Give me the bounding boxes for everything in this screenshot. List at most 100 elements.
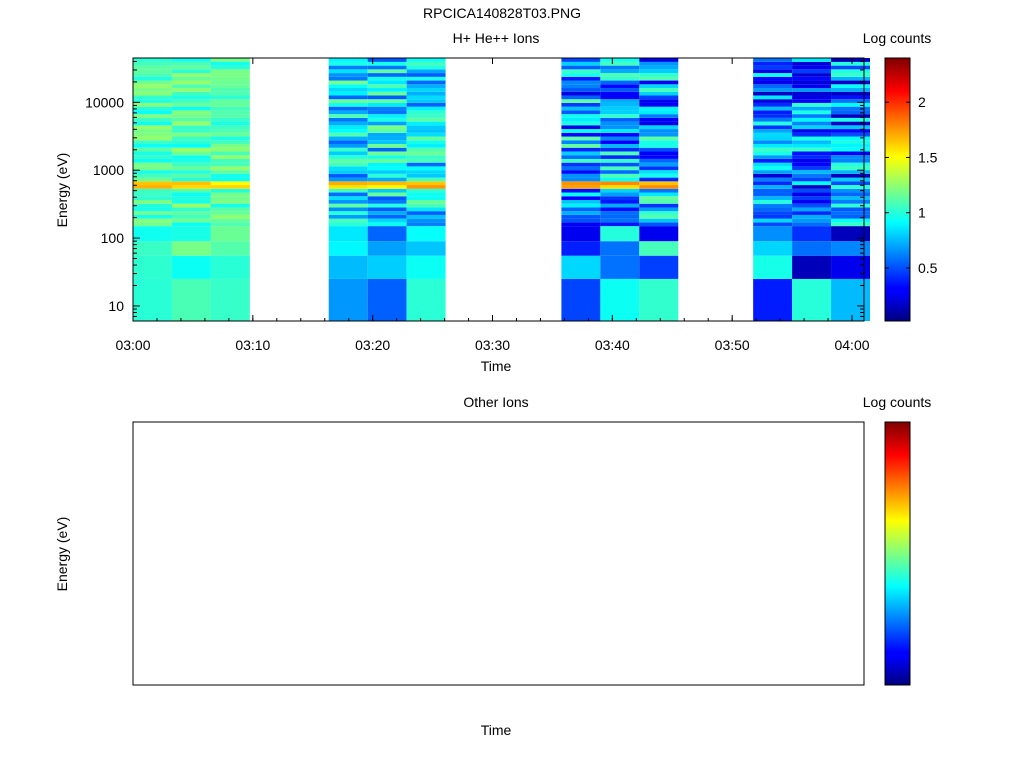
x-axis: 03:00 03:10 03:20 03:30 03:40 03:50 04:00 (115, 58, 870, 353)
heatmap-cell (406, 192, 446, 197)
y-tick-label: 10 (108, 298, 124, 314)
heatmap-cell (600, 65, 640, 70)
heatmap-cell (367, 88, 407, 92)
heatmap-cell (831, 73, 870, 77)
heatmap-cell (753, 151, 793, 156)
heatmap-cell (171, 203, 211, 208)
heatmap-cell (831, 211, 870, 215)
heatmap-cell (133, 132, 172, 137)
heatmap-cell (561, 203, 601, 208)
heatmap-cell (600, 84, 640, 89)
heatmap-cell (406, 91, 446, 96)
heatmap-cell (133, 147, 172, 152)
heatmap-cell (792, 211, 832, 215)
heatmap-cell (639, 192, 679, 197)
heatmap-cell (639, 207, 679, 212)
heatmap-cell (753, 114, 793, 118)
heatmap-cell (406, 80, 446, 85)
heatmap-cell (406, 99, 446, 103)
heatmap-cell (792, 155, 832, 159)
heatmap-cell (600, 147, 640, 152)
heatmap-cell (600, 114, 640, 118)
heatmap-cell (133, 241, 172, 256)
heatmap-cell (133, 117, 172, 122)
heatmap-cell (133, 80, 172, 85)
heatmap-cell (210, 61, 250, 66)
heatmap-cell (210, 147, 250, 152)
heatmap-cell (367, 125, 407, 130)
heatmap-cell (171, 80, 211, 85)
heatmap-cell (600, 73, 640, 77)
heatmap-cell (831, 207, 870, 212)
heatmap-cell (171, 117, 211, 122)
heatmap-cell (831, 170, 870, 174)
heatmap-cell (171, 241, 211, 256)
heatmap-cell (406, 218, 446, 223)
heatmap-cell (792, 121, 832, 126)
heatmap-cell (831, 185, 870, 189)
heatmap-cell (171, 69, 211, 74)
heatmap-cell (367, 173, 407, 178)
heatmap-cell (133, 102, 172, 107)
heatmap-cell (600, 173, 640, 178)
heatmap-cell (367, 144, 407, 148)
heatmap-cell (792, 203, 832, 208)
heatmap-cell (406, 158, 446, 163)
heatmap-cell (831, 158, 870, 163)
heatmap-cell (328, 173, 368, 178)
heatmap-cell (753, 88, 793, 92)
heatmap-cell (561, 181, 601, 186)
heatmap-cell (133, 88, 172, 92)
heatmap-cell (561, 102, 601, 107)
heatmap-cell (753, 226, 793, 242)
heatmap-cell (171, 147, 211, 152)
heatmap-cell (171, 110, 211, 115)
heatmap-cell (406, 125, 446, 130)
heatmap-cell (328, 222, 368, 227)
heatmap-cell (792, 241, 832, 256)
x-tick-label: 03:50 (715, 337, 750, 353)
heatmap-cell (639, 158, 679, 163)
heatmap-cell (639, 65, 679, 70)
heatmap-cell (561, 80, 601, 85)
heatmap-cell (600, 255, 640, 279)
heatmap-cell (328, 203, 368, 208)
panel-title: H+ He++ Ions (453, 30, 540, 46)
heatmap-cell (639, 125, 679, 130)
heatmap-cell (133, 255, 172, 279)
heatmap-cell (792, 181, 832, 186)
heatmap-cell (367, 106, 407, 111)
heatmap-cell (639, 117, 679, 122)
heatmap-cell (171, 181, 211, 186)
heatmap-cell (406, 196, 446, 200)
heatmap-cell (133, 114, 172, 118)
heatmap-cell (561, 166, 601, 171)
heatmap-cell (561, 147, 601, 152)
heatmap-cell (210, 121, 250, 126)
x-tick-label: 03:40 (595, 337, 630, 353)
heatmap-cell (831, 181, 870, 186)
heatmap-cell (831, 147, 870, 152)
heatmap-cell (133, 166, 172, 171)
heatmap-cell (171, 218, 211, 223)
heatmap-cell (792, 129, 832, 133)
heatmap-cell (171, 196, 211, 200)
heatmap-cell (210, 132, 250, 137)
heatmap-cell (600, 185, 640, 189)
heatmap-cell (171, 144, 211, 148)
heatmap-cell (600, 199, 640, 204)
heatmap-cell (792, 58, 832, 62)
heatmap-cell (133, 188, 172, 193)
heatmap-cell (831, 144, 870, 148)
y-axis-label: Energy (eV) (54, 153, 70, 228)
heatmap-cell (792, 278, 832, 321)
heatmap-cell (792, 65, 832, 70)
heatmap-cell (210, 99, 250, 103)
heatmap-cell (600, 218, 640, 223)
heatmap-cell (792, 84, 832, 89)
heatmap-cell (210, 177, 250, 182)
heatmap-cell (367, 110, 407, 115)
heatmap-cell (367, 61, 407, 66)
heatmap-cell (753, 95, 793, 100)
